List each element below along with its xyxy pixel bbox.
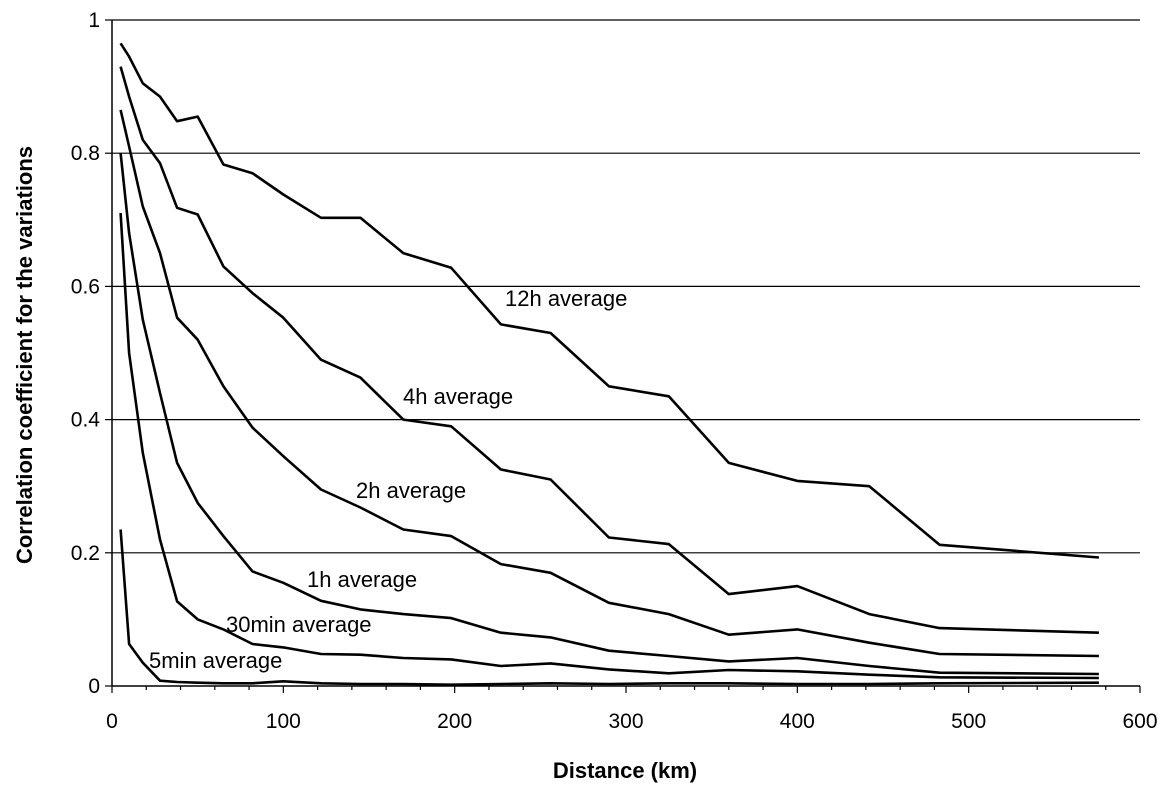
y-tick-label-0: 0 [88, 675, 100, 698]
series-labels: 12h average 4h average 2h average 1h averag… [149, 286, 627, 673]
series-line-2h-average [119, 109, 1099, 658]
x-tick-label-6: 600 [1122, 710, 1157, 733]
x-tick-label-5: 500 [951, 710, 986, 733]
series-label-1h-average: 1h average [307, 567, 417, 592]
tick-labels: 0 0.2 0.4 0.6 0.8 1 0 100 200 300 400 500 600 [71, 9, 1158, 733]
series-label-4h-average: 4h average [403, 384, 513, 409]
x-tick-label-3: 300 [608, 710, 643, 733]
y-tick-label-1: 0.2 [71, 542, 100, 565]
x-tick-label-2: 200 [437, 710, 472, 733]
gridlines [112, 19, 1140, 554]
y-tick-label-4: 0.8 [71, 142, 100, 165]
y-tick-label-3: 0.6 [71, 275, 100, 298]
series-line-30min-average [119, 213, 1099, 680]
y-tick-label-2: 0.4 [71, 409, 101, 432]
x-tick-label-0: 0 [106, 710, 118, 733]
series-line-12h-average [119, 42, 1100, 559]
axes [105, 19, 1141, 693]
series-label-30min-average: 30min average [226, 612, 372, 637]
x-tick-label-4: 400 [780, 710, 815, 733]
series-label-5min-average: 5min average [149, 648, 282, 673]
y-tick-label-5: 1 [88, 9, 100, 32]
series-line-1h-average [119, 153, 1099, 676]
x-axis-title: Distance (km) [553, 758, 697, 783]
series-line-5min-average [119, 529, 1099, 687]
series-label-2h-average: 2h average [356, 478, 466, 503]
series-lines [119, 42, 1100, 687]
y-axis-title: Correlation coefficient for the variatio… [12, 146, 37, 564]
series-label-12h-average: 12h average [505, 286, 627, 311]
x-tick-label-1: 100 [266, 710, 301, 733]
series-line-4h-average [119, 66, 1099, 634]
